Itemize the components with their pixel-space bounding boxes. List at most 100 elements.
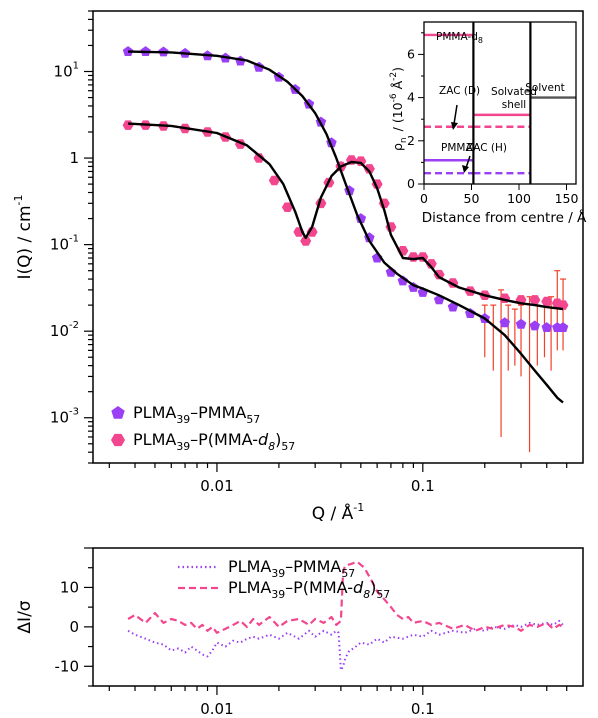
legend-entry-1-part: PLMA: [133, 403, 176, 422]
data-point-hexagon: [268, 175, 280, 186]
inset-x-tick-label: 50: [464, 191, 480, 206]
inset-y-tick-label: 2: [407, 133, 415, 148]
inset-y-axis-label: ρn/ (10-6 Å-2): [389, 67, 409, 151]
main-legend: PLMA39–PMMA57 PLMA39–P(MMA-d8)57: [111, 403, 295, 453]
y-tick-label: 10-2: [50, 320, 79, 340]
fit-line-1: [128, 50, 564, 404]
x-tick-label: 0.01: [200, 700, 233, 718]
residual-y-tick-label: 10: [60, 578, 79, 596]
residual-legend-entry-2-part: d: [353, 578, 364, 597]
data-point-hexagon: [281, 202, 293, 212]
main-x-axis-label: Q / Å-1: [312, 501, 365, 524]
inset-label-pmma-d8-text: PMMA-d: [436, 31, 478, 43]
inset-frame: [423, 21, 577, 185]
legend-entry-2: PLMA39–P(MMA-d8)57: [133, 430, 295, 453]
y-tick-exp: 1: [73, 61, 79, 72]
arrow-zac-d-head: [451, 122, 458, 130]
data-point-pentagon: [529, 320, 540, 331]
data-point-hexagon: [541, 296, 553, 307]
y-tick-exp: -2: [69, 320, 79, 331]
inset-y-tick-label: 0: [407, 176, 415, 191]
inset-label-pmma: PMMA: [441, 142, 473, 154]
data-point-hexagon: [425, 259, 437, 269]
y-tick-label: 101: [54, 61, 79, 81]
legend-entry-2-part: PLMA: [133, 430, 176, 449]
residual-legend-entry-2: PLMA39–P(MMA-d8)57: [228, 578, 390, 601]
inset-label-pmma-d8: PMMA-d8: [436, 31, 483, 45]
data-point-hexagon: [253, 153, 265, 163]
residual-legend-entry-2-part: PLMA: [228, 578, 271, 597]
legend-entry-1: PLMA39–PMMA57: [133, 403, 260, 426]
residual-legend-entry-1-part: –PMMA: [285, 557, 341, 576]
main-plot-marks: [122, 46, 569, 453]
fit-line-2: [128, 122, 564, 311]
legend-entry-1-part: 57: [246, 413, 260, 426]
residual-y-tick-label: -10: [55, 657, 80, 675]
data-point-pentagon: [515, 318, 527, 329]
inset-x-axis-label: Distance from centre / Å: [422, 209, 587, 226]
inset-x-tick-label: 150: [555, 191, 579, 206]
data-point-pentagon: [397, 275, 409, 286]
data-point-hexagon: [557, 300, 569, 310]
residual-frame: [92, 547, 584, 687]
y-tick-base: 10: [54, 63, 73, 81]
residual-legend-entry-2-part: 39: [271, 588, 285, 601]
residual-y-axis-label: ΔI/σ: [15, 600, 35, 633]
legend-entry-2-part: 8: [268, 440, 275, 453]
residual-series-2: [127, 560, 564, 634]
legend-entry-1-part: –PMMA: [190, 403, 246, 422]
y-tick-base: 10: [50, 409, 69, 427]
residual-y-tick-label: 0: [69, 618, 79, 636]
data-point-pentagon: [122, 46, 134, 56]
inset-label-shell-1: Solvated: [491, 86, 537, 98]
data-point-hexagon: [363, 164, 375, 174]
y-tick-base: 10: [50, 322, 69, 340]
legend-entry-2-part: –P(MMA-: [190, 430, 258, 449]
x-tick-label: 0.1: [411, 477, 435, 495]
y-tick-label: 10-1: [50, 234, 79, 254]
residual-axes: 0.01 0.1 -10 0 10: [55, 547, 568, 718]
legend-marker-hexagon: [111, 433, 125, 447]
y-tick-label: 10-3: [50, 407, 79, 427]
data-point-hexagon: [122, 120, 134, 130]
legend-marker-pentagon: [111, 406, 125, 419]
inset-label-zac-d: ZAC (D): [439, 85, 480, 97]
inset-x-tick-label: 0: [420, 191, 428, 206]
residual-legend-entry-1: PLMA39–PMMA57: [228, 557, 355, 580]
y-tick-label: 1: [69, 149, 79, 167]
data-point-hexagon: [300, 236, 312, 246]
inset-y-tick-label: 6: [407, 46, 415, 61]
data-point-pentagon: [541, 322, 552, 332]
data-point-pentagon: [557, 322, 569, 332]
y-tick-exp: -1: [69, 234, 79, 245]
y-tick-exp: -3: [69, 407, 79, 418]
y-tick-base: 10: [50, 236, 69, 254]
inset-axes: 0 50 100 150 0 2 4 6: [407, 32, 579, 206]
arrow-zac-d: [453, 104, 458, 125]
residual-legend-entry-1-part: 57: [341, 567, 355, 580]
arrow-zac-h: [465, 155, 471, 169]
inset-y-tick-label: 4: [407, 90, 415, 105]
residual-legend-entry-1-part: PLMA: [228, 557, 271, 576]
inset-marks: [424, 22, 576, 184]
residual-marks: [127, 560, 564, 672]
inset-label-pmma-d8-sub: 8: [478, 36, 483, 45]
y-tick-base: 1: [69, 149, 79, 167]
inset-label-solvent: Solvent: [525, 82, 564, 94]
x-tick-label: 0.01: [200, 477, 233, 495]
residual-legend-entry-2-part: 57: [376, 588, 390, 601]
legend-entry-2-part: d: [258, 430, 269, 449]
inset-background: [422, 22, 576, 184]
residual-legend-entry-2-part: 8: [363, 588, 370, 601]
arrow-zac-h-head: [462, 165, 469, 173]
main-y-axis-label: I(Q) / cm-1: [12, 194, 35, 279]
sld-profile-inset: 0 50 100 150 0 2 4 6 Distance from centre / Å ρ…: [389, 21, 587, 226]
legend-entry-2-part: 57: [281, 440, 295, 453]
residual-legend-entry-2-part: ): [370, 578, 376, 597]
data-point-hexagon: [529, 295, 541, 305]
